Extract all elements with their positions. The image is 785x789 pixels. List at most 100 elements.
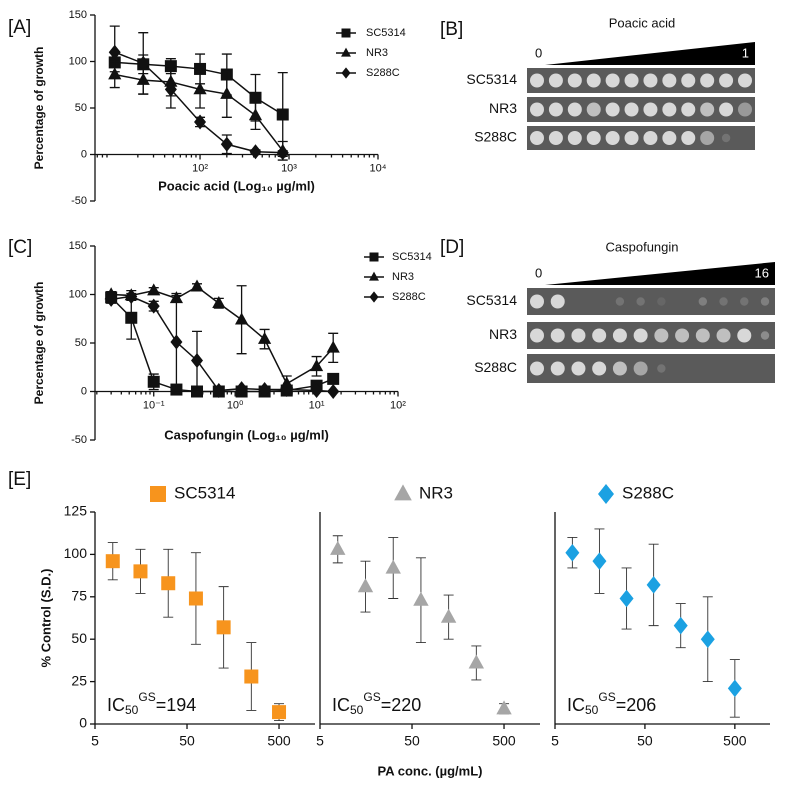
spot (612, 328, 627, 343)
x-tick-label: 10² (192, 162, 208, 174)
ic50-base: IC (567, 695, 585, 715)
data-point (468, 654, 485, 669)
spot (719, 102, 734, 117)
spot (571, 328, 586, 343)
spot (633, 361, 648, 376)
spot-row (527, 97, 755, 122)
data-point (220, 86, 234, 99)
ic50-sup: GS (363, 690, 380, 704)
spot (719, 297, 728, 306)
ic50-sup: GS (138, 690, 155, 704)
x-tick-label: 10⁻¹ (143, 399, 165, 411)
legend-label: NR3 (366, 47, 388, 59)
spot (698, 297, 708, 306)
spot (548, 102, 563, 117)
data-point (147, 298, 160, 314)
legend-marker (369, 291, 379, 303)
ic50-base: IC (332, 695, 350, 715)
spot (592, 361, 607, 376)
data-point (244, 669, 259, 684)
spot (636, 297, 645, 306)
strain-label: SC5314 (466, 292, 517, 308)
data-point (105, 554, 120, 569)
y-tick-label: 0 (81, 148, 87, 160)
legend-label: SC5314 (392, 251, 432, 263)
spot (624, 73, 639, 88)
data-point (258, 331, 272, 344)
y-tick-label: 100 (64, 545, 88, 561)
spot (760, 297, 770, 306)
spot (700, 102, 715, 117)
spot (586, 131, 601, 145)
data-point (137, 55, 150, 71)
legend-marker (341, 67, 351, 79)
spot (719, 73, 734, 88)
spot (643, 102, 658, 117)
spot (530, 328, 544, 343)
data-point (125, 311, 138, 324)
data-point (235, 381, 248, 397)
wedge-max: 16 (755, 265, 769, 280)
spot (605, 102, 620, 117)
data-point (276, 108, 289, 121)
spot (681, 102, 696, 117)
spot (605, 131, 620, 145)
spot (643, 73, 658, 88)
data-point (280, 382, 293, 398)
legend-label: SC5314 (366, 27, 406, 39)
strain-label: S288C (474, 129, 517, 145)
panel-label: [A] (8, 17, 31, 38)
spot (548, 131, 563, 145)
x-tick-label: 50 (404, 733, 420, 749)
data-point (194, 62, 207, 75)
spot (716, 328, 731, 343)
spot (662, 131, 677, 145)
assay-title: Caspofungin (606, 239, 679, 254)
data-point (220, 136, 233, 152)
spot (675, 328, 690, 343)
spot (737, 328, 752, 343)
data-point (108, 44, 121, 60)
spot (721, 133, 731, 143)
y-tick-label: -50 (71, 434, 87, 446)
data-point (105, 291, 118, 307)
spot (662, 102, 677, 117)
y-tick-label: 150 (69, 9, 87, 21)
spot (612, 361, 627, 376)
spot-row (527, 126, 755, 150)
panel-label: [D] (440, 237, 464, 258)
y-tick-label: 150 (69, 240, 87, 252)
spot (571, 361, 586, 376)
panel-label: [B] (440, 19, 463, 40)
spot (657, 364, 666, 373)
series-line (110, 296, 334, 393)
data-point (413, 591, 429, 606)
x-axis-label: Poacic acid (Log₁₀ µg/ml) (158, 178, 315, 193)
ic50-base: IC (107, 695, 125, 715)
data-point (646, 576, 661, 594)
y-tick-label: 75 (71, 588, 87, 604)
x-tick-label: 10² (390, 399, 406, 411)
strain-label: S288C (474, 359, 517, 375)
data-point (565, 543, 580, 562)
concentration-wedge (545, 42, 755, 65)
data-point (310, 383, 323, 399)
data-point (496, 700, 512, 715)
x-tick-label: 10¹ (309, 399, 325, 411)
data-point (191, 385, 204, 398)
wedge-max: 1 (742, 45, 749, 60)
y-tick-label: 125 (64, 503, 88, 519)
y-tick-label: 100 (69, 55, 87, 67)
data-point (619, 589, 634, 608)
data-point (161, 576, 176, 591)
data-point (357, 578, 374, 593)
spot-row (527, 68, 755, 93)
data-point (592, 552, 607, 570)
data-point (164, 60, 177, 73)
data-point (212, 296, 226, 309)
legend-marker (150, 486, 166, 502)
data-point (327, 384, 340, 399)
assay-title: Poacic acid (609, 15, 675, 30)
spot (567, 131, 582, 145)
data-point (194, 114, 207, 130)
